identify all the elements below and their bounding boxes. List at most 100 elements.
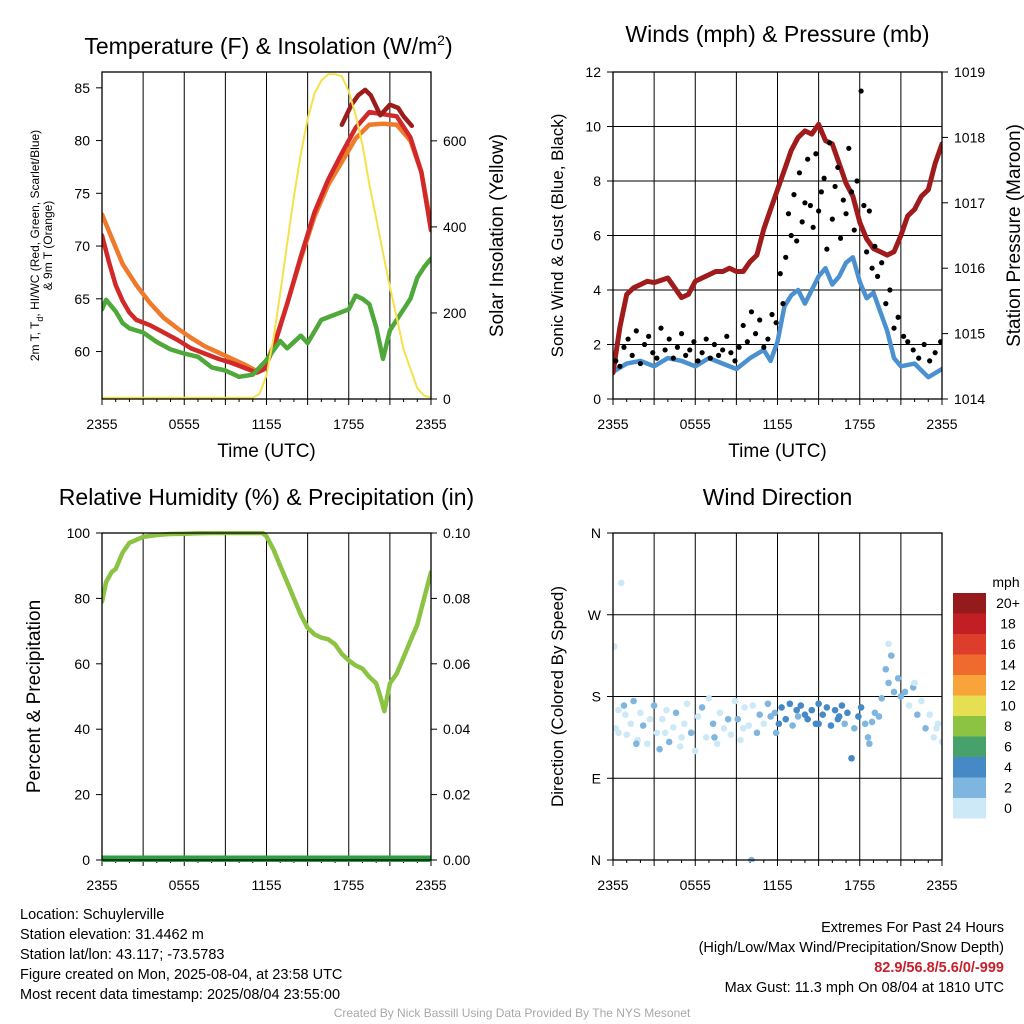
gust-point bbox=[938, 339, 942, 345]
direction-point bbox=[875, 713, 883, 720]
solar-insolation-series bbox=[102, 73, 431, 399]
x-tick-label: 1755 bbox=[844, 877, 875, 893]
direction-point bbox=[705, 695, 713, 702]
y2-tick-label: 0.06 bbox=[443, 656, 470, 672]
direction-point bbox=[753, 729, 761, 737]
y-tick-label: 80 bbox=[74, 133, 90, 149]
gust-point bbox=[740, 322, 746, 329]
td-series bbox=[102, 256, 431, 380]
direction-point bbox=[835, 713, 843, 720]
direction-point bbox=[815, 700, 822, 708]
x-tick-label: 2355 bbox=[597, 877, 628, 893]
direction-point bbox=[933, 724, 940, 732]
gust-point bbox=[927, 358, 933, 364]
gust-point bbox=[728, 350, 734, 356]
direction-point bbox=[615, 729, 622, 737]
y-tick-label: 10 bbox=[585, 119, 601, 135]
legend-swatch bbox=[953, 654, 986, 675]
direction-point bbox=[861, 720, 869, 728]
legend-label: 6 bbox=[1004, 739, 1012, 755]
gust-point bbox=[921, 341, 927, 348]
legend-swatch bbox=[953, 613, 986, 634]
chart-title: Winds (mph) & Pressure (mb) bbox=[625, 21, 929, 47]
x-tick-label: 1155 bbox=[762, 416, 792, 432]
gust-series bbox=[613, 88, 942, 369]
direction-point bbox=[831, 706, 839, 714]
plot-frame bbox=[101, 71, 432, 400]
gust-point bbox=[650, 350, 656, 356]
x-tick-label: 0555 bbox=[169, 416, 200, 432]
direction-point bbox=[786, 700, 794, 708]
direction-point bbox=[623, 731, 631, 738]
legend-label: 10 bbox=[1000, 698, 1016, 714]
wdir-chart: 2355 0555 1155 1755 2355 N E S W N Wind Direction D… bbox=[548, 484, 1020, 893]
direction-point bbox=[771, 709, 779, 717]
legend-swatch bbox=[953, 736, 986, 757]
direction-point bbox=[680, 720, 688, 728]
direction-point bbox=[808, 706, 816, 714]
ylabel-part: 2m T, T bbox=[28, 321, 42, 361]
gust-point bbox=[769, 311, 775, 318]
legend-label: 16 bbox=[1000, 636, 1016, 652]
gust-point bbox=[854, 178, 860, 184]
direction-point bbox=[672, 709, 680, 717]
max-gust: Max Gust: 11.3 mph On 08/04 at 1810 UTC bbox=[724, 980, 1004, 996]
gust-point bbox=[835, 164, 841, 170]
gust-point bbox=[613, 358, 619, 364]
direction-point bbox=[687, 729, 695, 737]
direction-point bbox=[691, 747, 699, 755]
direction-point bbox=[841, 720, 848, 728]
station-latlon: Station lat/lon: 43.117; -73.5783 bbox=[20, 947, 225, 963]
direction-point bbox=[656, 745, 663, 753]
recent-timestamp: Most recent data timestamp: 2025/08/04 2… bbox=[20, 987, 341, 1003]
y-axis-label: Direction (Colored By Speed) bbox=[548, 586, 567, 807]
gust-point bbox=[629, 352, 635, 358]
direction-point bbox=[887, 652, 895, 659]
y2-tick-label: 0.10 bbox=[443, 525, 470, 541]
gust-point bbox=[851, 227, 857, 233]
direction-point bbox=[815, 720, 822, 728]
rh-chart: 2355 0555 1155 1755 2355 0 20 40 60 80 100 0.00 0.02… bbox=[24, 484, 474, 893]
title-superscript: 2 bbox=[437, 32, 445, 48]
direction-point bbox=[866, 740, 873, 748]
gust-point bbox=[879, 260, 885, 266]
x-axis-label: Time (UTC) bbox=[217, 441, 316, 462]
direction-point bbox=[731, 697, 739, 705]
gust-point bbox=[724, 333, 730, 339]
gust-point bbox=[826, 140, 833, 146]
direction-point bbox=[938, 738, 942, 746]
direction-point bbox=[918, 697, 925, 705]
gridlines bbox=[142, 72, 391, 399]
direction-point bbox=[764, 700, 772, 708]
direction-points bbox=[613, 579, 942, 862]
direction-point bbox=[694, 713, 702, 720]
direction-point bbox=[622, 711, 629, 718]
gridlines bbox=[142, 533, 391, 860]
gust-point bbox=[683, 352, 689, 358]
x-tick-label: 1755 bbox=[844, 416, 875, 432]
gust-point bbox=[821, 175, 827, 181]
gust-point bbox=[617, 363, 623, 369]
direction-point bbox=[713, 740, 721, 748]
direction-point bbox=[661, 729, 669, 737]
x-axis: 2355 0555 1155 1755 2355 Time (UTC) bbox=[86, 399, 447, 462]
y2-tick-label: 400 bbox=[443, 219, 467, 235]
direction-point bbox=[749, 702, 757, 709]
x-tick-label: 0555 bbox=[680, 877, 711, 893]
gust-point bbox=[695, 358, 701, 364]
gust-point bbox=[840, 197, 846, 203]
gust-point bbox=[783, 254, 789, 260]
x-axis: 2355 0555 1155 1755 2355 bbox=[597, 860, 958, 893]
x-axis: 2355 0555 1155 1755 2355 Time (UTC) bbox=[597, 399, 958, 462]
direction-point bbox=[882, 665, 890, 673]
gust-point bbox=[641, 341, 648, 348]
direction-point bbox=[794, 713, 802, 720]
relative-humidity-series bbox=[102, 531, 431, 714]
legend-label: 4 bbox=[1004, 759, 1012, 775]
direction-point bbox=[683, 700, 691, 708]
legend-label: 14 bbox=[1000, 657, 1016, 673]
y2-tick-label: 0 bbox=[443, 391, 451, 407]
direction-point bbox=[739, 724, 747, 732]
gust-point bbox=[858, 88, 864, 94]
gust-point bbox=[715, 352, 722, 358]
